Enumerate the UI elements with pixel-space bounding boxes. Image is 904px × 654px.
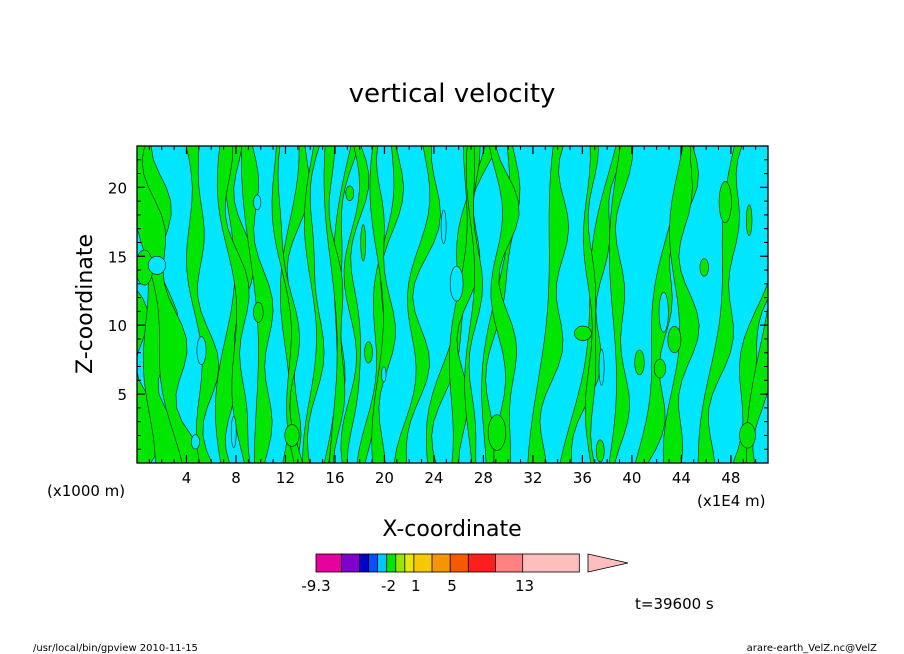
colorbar-segment [413, 553, 433, 573]
x-unit-left: (x1000 m) [47, 482, 125, 500]
contour-band [369, 146, 396, 463]
x-tick-label: 32 [523, 469, 542, 487]
y-tick-label: 20 [108, 179, 127, 197]
contour-cell [598, 348, 605, 386]
contour-band [697, 146, 743, 463]
x-tick-label: 24 [424, 469, 443, 487]
colorbar-segment [386, 553, 397, 573]
colorbar-arrow [587, 553, 629, 573]
contour-band [340, 146, 370, 463]
plot-area [136, 145, 769, 464]
footer-left: /usr/local/bin/gpview 2010-11-15 [33, 643, 198, 654]
contour-cell [595, 439, 605, 463]
colorbar-label: 5 [447, 577, 457, 595]
contour-band [746, 304, 768, 463]
contour-cell [147, 255, 166, 275]
contour-band [608, 146, 634, 463]
contour-band [216, 146, 251, 463]
velocity-contours [137, 146, 768, 463]
contour-band [488, 146, 520, 463]
contour-cell [253, 302, 264, 323]
footer-right: arare-earth_VelZ.nc@VelZ [747, 643, 878, 654]
colorbar-segment [522, 553, 580, 573]
colorbar-segment [377, 553, 388, 573]
x-tick-label: 12 [276, 469, 295, 487]
colorbar-segment [431, 553, 451, 573]
y-axis-label: Z-coordinate [73, 234, 98, 374]
x-tick-label: 16 [325, 469, 344, 487]
contour-band [137, 146, 210, 463]
x-tick-label: 4 [182, 469, 192, 487]
x-tick-label: 48 [721, 469, 740, 487]
contour-band [323, 146, 346, 463]
contour-band [302, 146, 325, 463]
contour-cell [364, 341, 373, 364]
contour-cell [284, 424, 300, 447]
contour-band [582, 146, 599, 463]
contour-band [662, 146, 700, 463]
contour-cell [667, 326, 682, 354]
colorbar-segment [449, 553, 470, 573]
colorbar-label: -9.3 [301, 577, 330, 595]
contour-cell [487, 414, 507, 451]
x-unit-right: (x1E4 m) [697, 492, 766, 510]
contour-cell [658, 291, 669, 333]
contour-cell [746, 204, 753, 236]
y-axis: 5 10 15 20 [108, 159, 768, 450]
y-tick-label: 15 [108, 248, 127, 266]
x-tick-label: 40 [622, 469, 641, 487]
plot-frame [136, 145, 769, 464]
contour-cell [653, 358, 666, 379]
contour-cell [196, 336, 207, 365]
y-tick-label: 5 [117, 386, 127, 404]
chart-title: vertical velocity [349, 79, 556, 109]
colorbar-segment [495, 553, 524, 573]
colorbar-segment [404, 553, 415, 573]
x-tick-label: 44 [672, 469, 691, 487]
colorbar-segment [395, 553, 406, 573]
x-tick-label: 8 [231, 469, 241, 487]
time-label: t=39600 s [635, 595, 714, 613]
x-axis: 4 8 12 16 20 24 28 32 36 40 44 48 [148, 146, 757, 487]
contour-cell [449, 265, 464, 302]
colorbar-segment [315, 553, 343, 573]
contour-cell [699, 258, 709, 277]
colorbar-label: 13 [515, 577, 534, 595]
contour-cell [381, 366, 387, 383]
x-tick-label: 20 [375, 469, 394, 487]
colorbar-segment [368, 553, 379, 573]
contour-band [271, 146, 303, 463]
contour-cell [190, 434, 200, 450]
colorbar: -9.3 -2 1 5 13 [301, 553, 629, 595]
colorbar-label: -2 [381, 577, 396, 595]
contour-band [393, 146, 441, 463]
colorbar-segment [340, 553, 361, 573]
colorbar-label: 1 [411, 577, 421, 595]
y-tick-label: 10 [108, 317, 127, 335]
contour-cell [634, 349, 645, 376]
x-tick-label: 28 [474, 469, 493, 487]
contour-cell [253, 194, 262, 211]
contour-cell [718, 181, 732, 224]
contour-band [527, 146, 570, 463]
x-axis-label: X-coordinate [382, 517, 521, 542]
colorbar-segment [359, 553, 370, 573]
contour-cell [739, 422, 756, 449]
contour-band [464, 146, 484, 463]
contour-cell [360, 224, 366, 262]
colorbar-segment [467, 553, 497, 573]
x-tick-label: 36 [573, 469, 592, 487]
contour-cell [440, 209, 447, 244]
contour-cell [345, 185, 355, 201]
contour-cell [574, 325, 592, 341]
contour-cell [230, 416, 237, 448]
